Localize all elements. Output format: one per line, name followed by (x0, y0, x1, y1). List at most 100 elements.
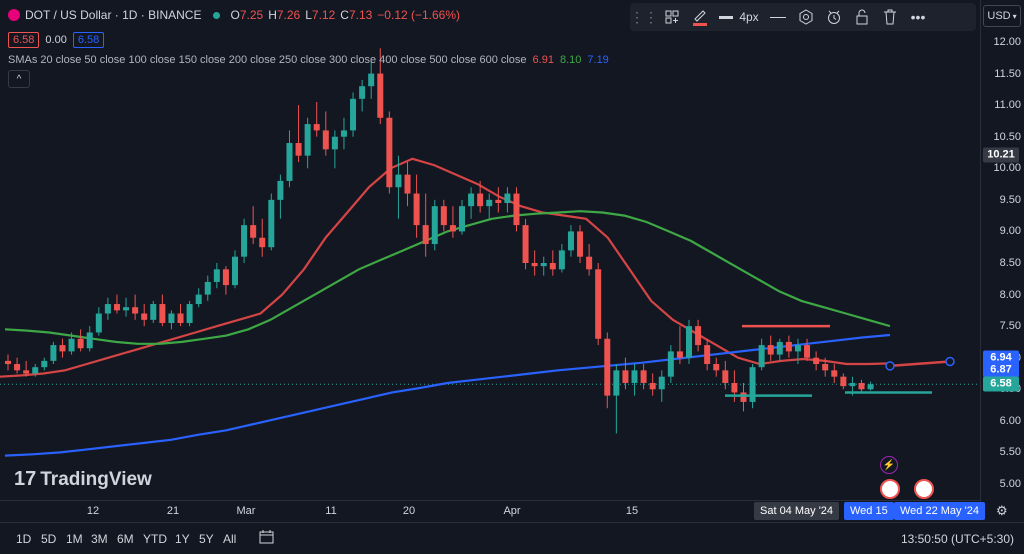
time-tick-label: 15 (625, 505, 639, 517)
price-tick-label: 8.00 (999, 288, 1021, 301)
candle-body (268, 199, 275, 248)
symbol-logo-icon (8, 9, 20, 21)
candle-body (377, 73, 384, 118)
lock-icon[interactable] (848, 3, 876, 31)
candle-body (32, 367, 39, 374)
candle-body (259, 237, 266, 248)
price-tick-label: 12.00 (993, 36, 1021, 48)
us-flag-event-icon[interactable] (880, 479, 900, 499)
price-tick-label: 5.50 (999, 446, 1021, 459)
axis-settings-icon[interactable]: ⚙ (996, 503, 1008, 518)
currency-button[interactable]: USD ▾ (983, 5, 1021, 27)
lightning-event-icon[interactable]: ⚡ (880, 456, 898, 474)
price-badge-blue: 6.94 (983, 350, 1019, 365)
candle-body (468, 193, 475, 207)
sell-price-box[interactable]: 6.58 (8, 32, 40, 48)
candle-body (595, 269, 602, 339)
candle-body (704, 345, 711, 365)
us-flag-event-icon[interactable] (914, 479, 934, 499)
candle-body (558, 250, 565, 270)
candle-body (77, 338, 84, 349)
candle-body (785, 341, 792, 352)
candle-body (50, 345, 57, 361)
time-axis[interactable]: 12 21 Mar 11 20 Apr 15 Sat 04 May '24 Wed 15 Wed … (0, 500, 985, 523)
alert-clock-icon[interactable] (820, 3, 848, 31)
range-button-3m[interactable]: 3M (91, 532, 108, 546)
sma-line-sma-50 (4, 210, 891, 345)
range-button-1m[interactable]: 1M (66, 532, 83, 546)
candle-body (295, 143, 302, 156)
settings-icon[interactable] (792, 3, 820, 31)
drawing-anchor-handle (885, 361, 895, 371)
candle-body (195, 294, 202, 305)
candle-body (123, 307, 130, 311)
price-tick-label: 10.00 (993, 162, 1021, 175)
candle-body (213, 269, 220, 282)
sma-value-red: 6.91 (532, 54, 554, 66)
chart-area[interactable] (0, 0, 980, 500)
sma-line-sma-20 (0, 157, 891, 378)
price-chart[interactable] (0, 0, 980, 500)
bottom-bar: 1D 5D 1M 3M 6M YTD 1Y 5Y All 13:50:50 (UTC+5:30) (0, 522, 1024, 554)
collapse-legend-button[interactable]: ^ (8, 70, 30, 88)
trash-icon[interactable] (876, 3, 904, 31)
range-button-all[interactable]: All (223, 532, 237, 546)
tradingview-logo-text: TradingView (40, 468, 152, 490)
time-tick-label: Apr (503, 505, 521, 517)
price-tick-label: 11.00 (994, 99, 1021, 112)
candle-body (658, 376, 665, 390)
candle-body (159, 304, 166, 323)
range-button-6m[interactable]: 6M (117, 532, 134, 546)
candle-body (141, 313, 148, 320)
drag-handle-icon[interactable]: ⋮⋮ (630, 8, 658, 25)
candle-body (676, 351, 683, 358)
templates-icon[interactable] (658, 3, 686, 31)
line-width-button[interactable]: 4px (714, 3, 764, 31)
range-button-ytd[interactable]: YTD (143, 532, 167, 546)
price-tick-label: 7.50 (999, 320, 1021, 333)
candle-body (794, 345, 801, 352)
candle-body (631, 370, 638, 383)
clock-display[interactable]: 13:50:50 (UTC+5:30) (900, 532, 1014, 546)
range-button-5d[interactable]: 5D (41, 532, 57, 546)
candle-body (767, 345, 774, 355)
time-axis-chip: Sat 04 May '24 (754, 502, 840, 520)
candle-body (813, 357, 820, 365)
range-button-1y[interactable]: 1Y (175, 532, 190, 546)
candle-body (649, 382, 656, 390)
candle-body (286, 143, 293, 181)
candle-body (667, 351, 674, 377)
candle-body (540, 263, 547, 267)
candle-body (277, 180, 284, 200)
range-button-1d[interactable]: 1D (16, 532, 32, 546)
candle-body (204, 281, 211, 295)
candle-body (695, 326, 702, 346)
candle-body (368, 73, 375, 87)
symbol-title[interactable]: DOT / US Dollar · 1D · BINANCE (25, 8, 202, 22)
date-range-calendar-icon[interactable] (259, 529, 275, 545)
pencil-color-icon[interactable] (686, 3, 714, 31)
candle-body (867, 384, 874, 390)
candle-body (822, 364, 829, 371)
candle-body (404, 174, 411, 194)
more-icon[interactable]: ••• (910, 9, 926, 25)
ohlc-close-label: C (340, 8, 349, 22)
candle-body (831, 370, 838, 377)
candle-body (486, 199, 493, 207)
price-tick-label: 5.00 (999, 478, 1021, 490)
candle-body (640, 370, 647, 383)
line-style-icon[interactable] (764, 3, 792, 31)
price-badge-crosshair: 10.21 (983, 147, 1019, 163)
chart-legend: DOT / US Dollar · 1D · BINANCE O 7.25 H … (8, 6, 609, 88)
candle-body (23, 370, 30, 374)
candle-body (422, 225, 429, 245)
candle-body (313, 124, 320, 131)
candle-body (440, 206, 447, 226)
price-scale[interactable]: 12.00 11.50 11.00 10.50 10.00 9.50 9.00 8.50 8.0… (980, 0, 1024, 520)
time-tick-label: 12 (86, 505, 100, 517)
range-button-5y[interactable]: 5Y (199, 532, 214, 546)
time-tick-label: 11 (325, 505, 337, 517)
price-badge-blue: 6.87 (983, 362, 1019, 378)
sma-indicator-label[interactable]: SMAs 20 close 50 close 100 close 150 clo… (8, 54, 527, 66)
buy-price-box[interactable]: 6.58 (72, 32, 105, 48)
